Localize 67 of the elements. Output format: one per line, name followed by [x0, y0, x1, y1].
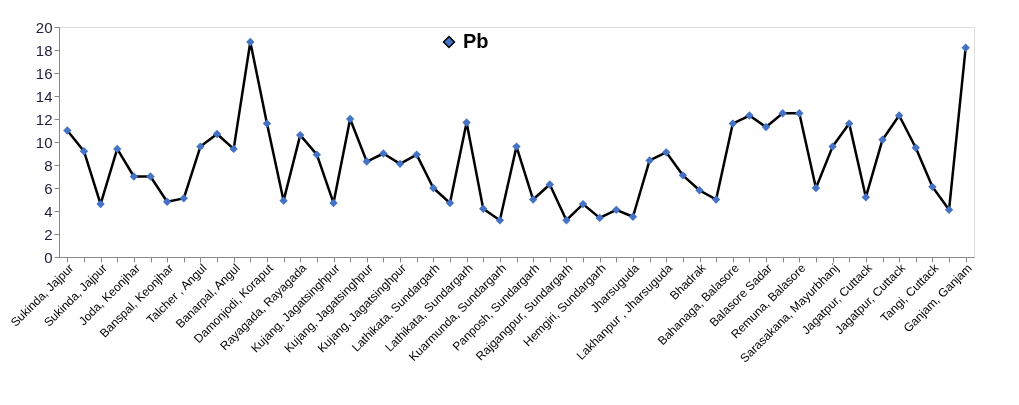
point: [479, 204, 488, 213]
y-tick-label: 6: [44, 179, 53, 197]
point: [362, 157, 371, 166]
y-tick-label: 8: [44, 156, 53, 174]
y-tick-label: 10: [35, 133, 53, 151]
y-tick-label: 4: [44, 202, 53, 220]
point: [345, 114, 355, 124]
point: [828, 142, 837, 151]
point: [395, 159, 405, 169]
point: [379, 149, 388, 158]
point: [429, 183, 438, 193]
point: [445, 198, 455, 208]
point: [961, 43, 970, 52]
point: [811, 183, 821, 193]
point: [412, 150, 421, 159]
point: [861, 193, 871, 202]
y-tick-label: 20: [35, 18, 53, 36]
y-tick-label: 12: [35, 110, 53, 128]
point: [312, 150, 322, 159]
point: [179, 194, 188, 203]
point: [329, 198, 338, 208]
point: [878, 135, 887, 144]
point: [512, 142, 521, 151]
point: [894, 111, 904, 120]
point: [578, 199, 588, 209]
point: [96, 199, 105, 209]
point: [528, 195, 538, 204]
y-tick-label: 2: [44, 225, 53, 243]
point: [745, 111, 754, 120]
point: [728, 119, 737, 128]
point: [63, 126, 72, 135]
point: [928, 182, 937, 192]
legend-label: Pb: [463, 30, 489, 52]
point: [711, 195, 721, 204]
y-tick-label: 0: [44, 248, 53, 266]
point: [212, 129, 222, 139]
point: [162, 197, 172, 206]
point: [495, 216, 505, 225]
point: [778, 109, 787, 118]
point: [79, 147, 89, 156]
point: [645, 156, 654, 165]
point: [845, 119, 854, 128]
point: [595, 213, 604, 223]
point: [761, 122, 771, 132]
point: [944, 205, 954, 215]
point: [229, 144, 238, 154]
point: [262, 119, 272, 128]
point: [296, 130, 305, 140]
point: [562, 216, 571, 225]
point: [695, 186, 704, 195]
y-tick-label: 16: [35, 64, 53, 82]
point: [545, 180, 554, 189]
point: [462, 118, 471, 127]
point: [113, 144, 122, 154]
y-tick-label: 14: [35, 87, 53, 105]
point: [662, 148, 671, 157]
point: [246, 37, 255, 47]
y-tick-label: 18: [35, 41, 53, 59]
point: [628, 212, 638, 221]
point: [129, 172, 139, 181]
point: [279, 196, 288, 205]
point: [678, 171, 688, 180]
point: [146, 172, 155, 181]
point: [612, 205, 621, 215]
point: [911, 143, 920, 152]
point: [196, 142, 205, 151]
point: [795, 109, 804, 118]
